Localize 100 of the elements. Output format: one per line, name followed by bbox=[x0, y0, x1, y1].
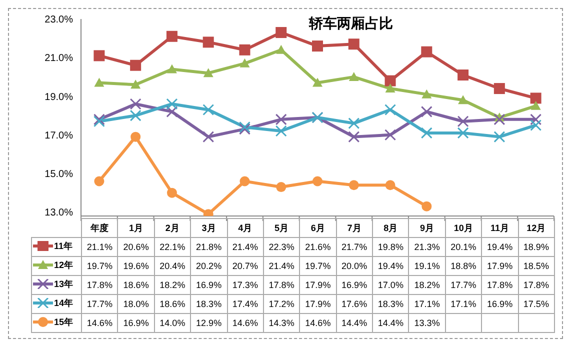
y-tick-label: 15.0% bbox=[44, 169, 74, 180]
data-label: 17.8% bbox=[82, 276, 118, 294]
x-tick-label: 11月 bbox=[482, 218, 518, 238]
data-label: 21.1% bbox=[82, 238, 118, 256]
data-label: 14.3% bbox=[263, 314, 300, 332]
point bbox=[530, 100, 541, 110]
data-label: 21.4% bbox=[227, 238, 264, 256]
data-label: 21.4% bbox=[263, 256, 300, 276]
data-label: 17.1% bbox=[445, 294, 482, 314]
data-label: 18.9% bbox=[518, 238, 554, 256]
y-tick-label: 23.0% bbox=[44, 14, 74, 26]
point bbox=[530, 114, 542, 126]
data-label: 19.4% bbox=[372, 256, 409, 276]
point bbox=[130, 132, 141, 142]
legend-label: 14年 bbox=[54, 297, 74, 310]
x-tick-label: 10月 bbox=[445, 218, 482, 238]
point bbox=[276, 27, 287, 38]
chart-title: 轿车两厢占比 bbox=[309, 15, 393, 33]
y-tick-label: 21.0% bbox=[44, 53, 74, 64]
point bbox=[240, 58, 250, 68]
point bbox=[348, 180, 359, 190]
point bbox=[530, 92, 542, 104]
point bbox=[130, 98, 142, 110]
data-label: 20.6% bbox=[118, 238, 154, 256]
point bbox=[130, 80, 141, 89]
data-label: 17.3% bbox=[227, 276, 264, 294]
point bbox=[348, 72, 359, 81]
point bbox=[348, 38, 360, 50]
y-tick-label: 17.0% bbox=[44, 130, 74, 142]
x-tick-label: 8月 bbox=[372, 218, 409, 238]
point bbox=[494, 114, 506, 126]
data-label: 18.0% bbox=[118, 294, 154, 314]
data-label: 17.7% bbox=[445, 276, 482, 294]
data-label: 17.7% bbox=[82, 294, 118, 314]
data-label: 12.9% bbox=[190, 314, 227, 332]
point bbox=[384, 104, 396, 116]
data-label: 14.6% bbox=[227, 314, 264, 332]
point bbox=[348, 118, 360, 130]
point bbox=[202, 104, 214, 116]
data-label: 13.3% bbox=[408, 314, 446, 332]
point bbox=[348, 131, 360, 143]
x-tick-label: 年度 bbox=[82, 218, 118, 238]
data-label: 17.4% bbox=[227, 294, 264, 314]
data-label: 17.5% bbox=[518, 294, 554, 314]
point bbox=[384, 129, 396, 141]
legend-label: 12年 bbox=[54, 259, 74, 272]
data-label: 17.8% bbox=[263, 276, 300, 294]
point bbox=[203, 68, 214, 78]
data-label: 21.3% bbox=[408, 238, 446, 256]
data-label: 17.6% bbox=[336, 294, 372, 314]
point bbox=[384, 75, 396, 86]
point bbox=[94, 50, 105, 62]
point bbox=[166, 64, 177, 74]
data-label: 17.9% bbox=[482, 256, 518, 276]
x-tick-label: 7月 bbox=[336, 218, 372, 238]
data-label: 16.9% bbox=[190, 276, 227, 294]
y-tick-label: 13.0% bbox=[44, 208, 74, 219]
data-label: 19.1% bbox=[408, 256, 446, 276]
data-label: 16.9% bbox=[336, 276, 372, 294]
legend-label: 13年 bbox=[54, 278, 74, 291]
point bbox=[457, 116, 469, 128]
x-tick-label: 4月 bbox=[227, 218, 264, 238]
data-label: 18.5% bbox=[518, 256, 554, 276]
point bbox=[494, 83, 505, 94]
point bbox=[385, 180, 396, 190]
data-label: 17.2% bbox=[263, 294, 300, 314]
point bbox=[202, 36, 214, 48]
data-label: 20.7% bbox=[227, 256, 264, 276]
data-label: 17.8% bbox=[482, 276, 518, 294]
data-label: 20.1% bbox=[445, 238, 482, 256]
point bbox=[166, 30, 178, 42]
data-label: 17.1% bbox=[408, 294, 446, 314]
x-tick-label: 5月 bbox=[263, 218, 300, 238]
point bbox=[276, 182, 286, 192]
data-label: 14.6% bbox=[300, 314, 336, 332]
point bbox=[276, 44, 286, 54]
point bbox=[494, 131, 506, 143]
point bbox=[530, 119, 542, 131]
point bbox=[275, 114, 287, 126]
data-label: 17.9% bbox=[300, 276, 336, 294]
data-label: 18.6% bbox=[154, 294, 191, 314]
point bbox=[312, 78, 322, 87]
data-label: 22.1% bbox=[154, 238, 191, 256]
data-label: 14.4% bbox=[372, 314, 409, 332]
data-label: 19.8% bbox=[372, 238, 409, 256]
data-label: 14.4% bbox=[336, 314, 372, 332]
data-label: 20.0% bbox=[336, 256, 372, 276]
point bbox=[130, 110, 142, 122]
data-label: 18.2% bbox=[408, 276, 446, 294]
data-label: 22.3% bbox=[263, 238, 300, 256]
point bbox=[239, 44, 250, 56]
point bbox=[458, 70, 469, 81]
point bbox=[202, 131, 214, 143]
point bbox=[420, 106, 432, 118]
point bbox=[166, 98, 178, 110]
legend-label: 11年 bbox=[54, 240, 73, 253]
data-label: 18.8% bbox=[445, 256, 482, 276]
data-label: 18.3% bbox=[190, 294, 227, 314]
point bbox=[94, 176, 104, 186]
data-label: 19.6% bbox=[118, 256, 154, 276]
